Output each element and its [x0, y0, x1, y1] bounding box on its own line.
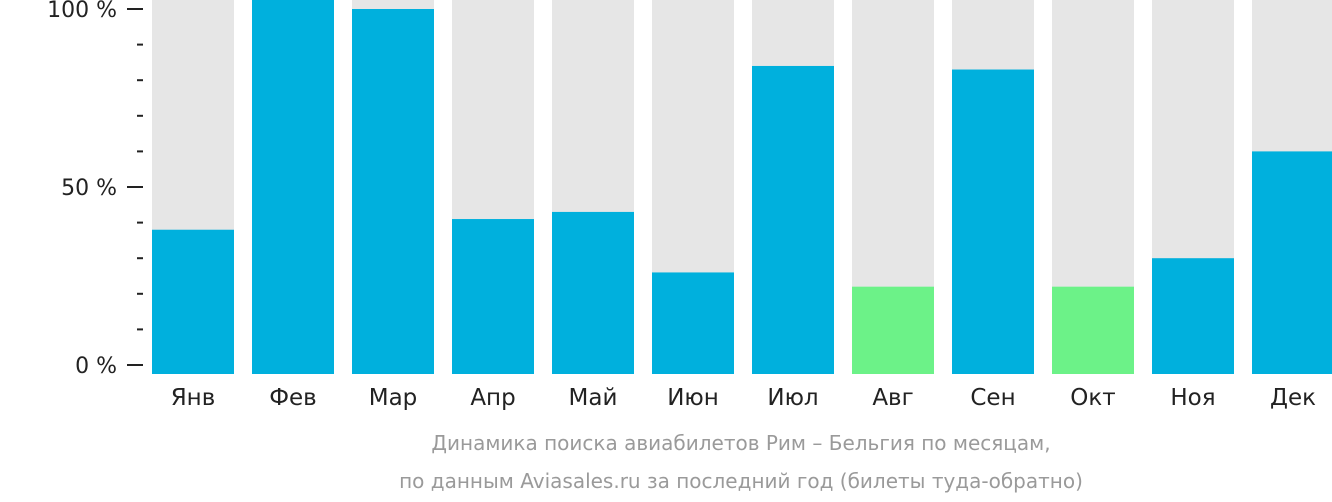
x-tick-label: Июн — [667, 385, 719, 411]
y-tick-label: 50 % — [61, 176, 117, 201]
x-tick-label: Май — [569, 385, 618, 411]
x-tick-label: Фев — [269, 385, 317, 411]
x-tick-label: Сен — [970, 385, 1015, 411]
x-tick-label: Ноя — [1170, 385, 1215, 411]
bar — [852, 286, 934, 374]
x-tick-label: Июл — [767, 385, 818, 411]
chart-caption-line-1: Динамика поиска авиабилетов Рим – Бельги… — [431, 431, 1050, 455]
y-tick-label: 0 % — [75, 354, 117, 379]
x-tick-label: Дек — [1270, 385, 1316, 411]
x-axis: Янв Фев Мар Апр Май Июн Июл Авг Сен Окт Ноя Дек — [171, 385, 1316, 411]
bar — [1152, 258, 1234, 374]
bar — [1052, 286, 1134, 374]
x-tick-label: Окт — [1070, 385, 1115, 411]
x-tick-label: Авг — [872, 385, 913, 411]
bar — [452, 219, 534, 374]
bar — [352, 9, 434, 374]
bar — [652, 272, 734, 374]
bar — [152, 229, 234, 374]
y-tick-label: 100 % — [47, 0, 117, 23]
bars — [152, 0, 1332, 375]
x-tick-label: Мар — [369, 385, 418, 411]
x-tick-label: Янв — [171, 385, 216, 411]
bar — [552, 211, 634, 374]
bar — [752, 65, 834, 375]
bar — [952, 69, 1034, 375]
bar — [1252, 151, 1332, 374]
chart-caption-line-2: по данным Aviasales.ru за последний год … — [399, 469, 1083, 493]
x-tick-label: Апр — [470, 385, 515, 411]
y-axis: 0 % 50 % 100 % — [47, 0, 143, 379]
bar — [252, 0, 334, 374]
